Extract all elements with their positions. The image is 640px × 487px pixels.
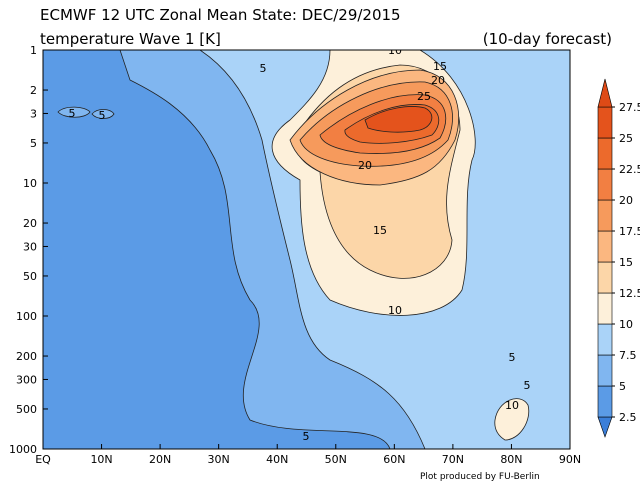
contour-label: 25 — [417, 90, 431, 103]
y-tick-label: 5 — [30, 137, 37, 150]
colorbar-bin — [597, 261, 613, 294]
colorbar-bin — [597, 168, 613, 201]
y-tick-label: 500 — [16, 403, 37, 416]
x-tick-label: 40N — [266, 453, 288, 466]
colorbar-label: 20 — [619, 194, 633, 207]
forecast-note: (10-day forecast) — [483, 30, 612, 48]
x-tick-label: 50N — [325, 453, 347, 466]
x-tick-label: 90N — [559, 453, 581, 466]
contour-label: 20 — [358, 159, 372, 172]
colorbar-bin — [597, 106, 613, 139]
y-tick-label: 30 — [23, 240, 37, 253]
y-tick-label: 100 — [16, 310, 37, 323]
contour-label: 5 — [260, 62, 267, 75]
x-tick-label: 60N — [383, 453, 405, 466]
y-tick-label: 300 — [16, 373, 37, 386]
y-tick-label: 3 — [30, 107, 37, 120]
contour-label: 15 — [373, 224, 387, 237]
y-tick-label: 1000 — [9, 443, 37, 456]
contour-region — [91, 109, 115, 119]
colorbar-label: 12.5 — [619, 287, 640, 300]
colorbar-label: 25 — [619, 132, 633, 145]
x-tick-label: EQ — [35, 453, 51, 466]
colorbar-bin — [597, 292, 613, 325]
colorbar-label: 17.5 — [619, 225, 640, 238]
y-tick-label: 1 — [30, 44, 37, 57]
contour-region — [57, 106, 91, 118]
colorbar-cap — [597, 78, 613, 108]
contour-label: 5 — [99, 109, 106, 122]
colorbar-bin — [597, 230, 613, 263]
y-tick-label: 2 — [30, 84, 37, 97]
colorbar-bin — [597, 323, 613, 356]
colorbar-bin — [597, 199, 613, 232]
colorbar-cap — [597, 416, 613, 438]
chart-title: ECMWF 12 UTC Zonal Mean State: DEC/29/20… — [40, 6, 401, 24]
x-tick-label: 20N — [149, 453, 171, 466]
colorbar-label: 2.5 — [619, 411, 637, 424]
x-tick-label: 80N — [500, 453, 522, 466]
y-tick-label: 20 — [23, 217, 37, 230]
contour-region — [494, 398, 530, 441]
contour-label: 10 — [388, 44, 402, 57]
contour-label: 5 — [303, 430, 310, 443]
contour-label: 5 — [524, 379, 531, 392]
colorbar-label: 10 — [619, 318, 633, 331]
contour-label: 5 — [69, 107, 76, 120]
credit: Plot produced by FU-Berlin — [420, 472, 540, 482]
contour-label: 10 — [388, 304, 402, 317]
colorbar-label: 27.5 — [619, 101, 640, 114]
contour-label: 10 — [505, 399, 519, 412]
x-tick-label: 30N — [208, 453, 230, 466]
contour-label: 5 — [509, 351, 516, 364]
colorbar-label: 22.5 — [619, 163, 640, 176]
colorbar-label: 15 — [619, 256, 633, 269]
colorbar-bin — [597, 354, 613, 387]
plot-frame — [42, 49, 571, 450]
y-tick-label: 50 — [23, 270, 37, 283]
contour-label: 15 — [433, 60, 447, 73]
y-tick-label: 200 — [16, 350, 37, 363]
colorbar-bin — [597, 385, 613, 418]
x-tick-label: 10N — [90, 453, 112, 466]
colorbar-bin — [597, 137, 613, 170]
subtitle: temperature Wave 1 [K] — [40, 30, 221, 48]
y-tick-label: 10 — [23, 177, 37, 190]
contour-region — [364, 106, 433, 133]
x-tick-label: 70N — [442, 453, 464, 466]
contour-label: 20 — [431, 74, 445, 87]
colorbar-label: 7.5 — [619, 349, 637, 362]
colorbar-label: 5 — [619, 380, 626, 393]
